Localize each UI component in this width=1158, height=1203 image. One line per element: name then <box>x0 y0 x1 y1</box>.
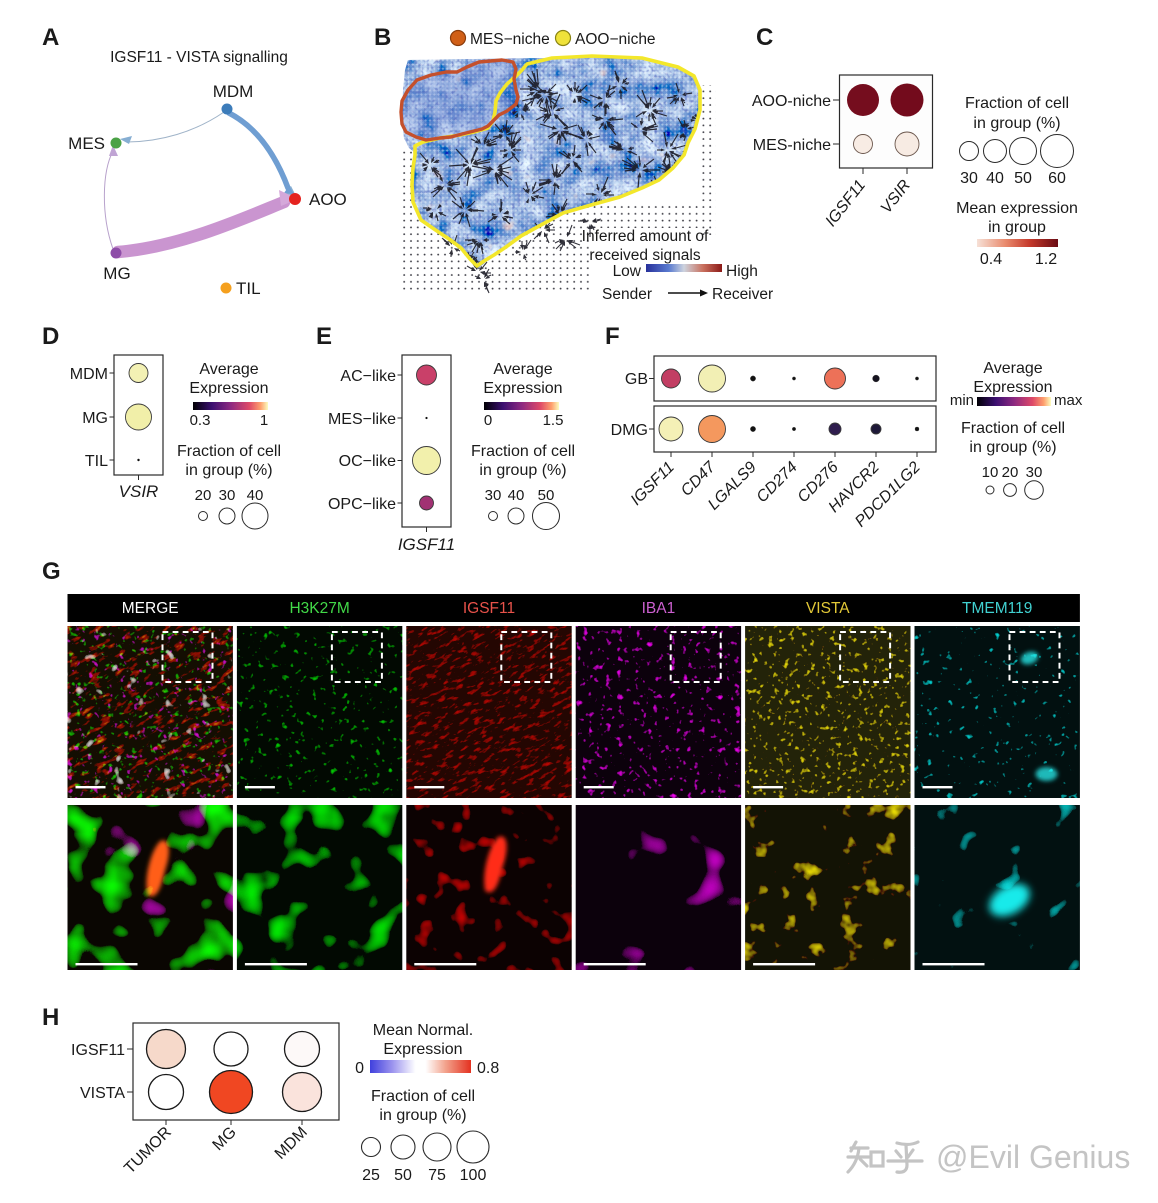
svg-text:MG: MG <box>82 410 108 427</box>
svg-text:G: G <box>42 558 61 585</box>
svg-text:Average: Average <box>493 361 552 378</box>
svg-text:0.3: 0.3 <box>190 412 211 429</box>
svg-text:25: 25 <box>362 1167 380 1184</box>
svg-text:GB: GB <box>625 371 648 388</box>
svg-text:DMG: DMG <box>611 422 648 439</box>
svg-text:AC−like: AC−like <box>340 368 396 385</box>
svg-text:H: H <box>42 1004 59 1031</box>
svg-text:20: 20 <box>195 487 212 504</box>
svg-text:MES−like: MES−like <box>328 411 396 428</box>
svg-text:Fraction of cell: Fraction of cell <box>961 420 1065 437</box>
svg-text:Expression: Expression <box>383 1041 462 1058</box>
svg-text:TIL: TIL <box>236 279 261 298</box>
svg-text:Inferred amount of: Inferred amount of <box>582 228 709 245</box>
svg-text:MDM: MDM <box>213 82 254 101</box>
svg-text:TMEM119: TMEM119 <box>962 600 1032 617</box>
svg-text:in group (%): in group (%) <box>969 439 1056 456</box>
svg-text:IGSF11 - VISTA signalling: IGSF11 - VISTA signalling <box>110 49 288 66</box>
svg-text:IGSF11: IGSF11 <box>463 600 515 617</box>
svg-text:1.5: 1.5 <box>543 412 564 429</box>
svg-text:0: 0 <box>484 412 492 429</box>
svg-text:Low: Low <box>613 263 642 280</box>
svg-text:0.4: 0.4 <box>980 251 1002 268</box>
svg-text:75: 75 <box>428 1167 446 1184</box>
svg-text:min: min <box>950 392 974 409</box>
svg-text:TIL: TIL <box>85 453 108 470</box>
svg-text:High: High <box>726 263 758 280</box>
svg-text:10: 10 <box>982 464 999 481</box>
svg-text:30: 30 <box>485 487 502 504</box>
svg-text:VSIR: VSIR <box>119 482 159 501</box>
svg-text:0.8: 0.8 <box>477 1060 499 1077</box>
svg-text:MERGE: MERGE <box>122 600 179 617</box>
svg-text:AOO-niche: AOO-niche <box>752 93 831 110</box>
svg-text:Sender: Sender <box>602 286 652 303</box>
svg-text:OC−like: OC−like <box>339 453 396 470</box>
svg-text:in group (%): in group (%) <box>973 115 1060 132</box>
svg-text:Average: Average <box>199 361 258 378</box>
svg-text:100: 100 <box>460 1167 487 1184</box>
svg-text:MES-niche: MES-niche <box>753 137 831 154</box>
svg-text:30: 30 <box>1026 464 1043 481</box>
svg-text:F: F <box>605 323 620 350</box>
svg-text:50: 50 <box>538 487 555 504</box>
svg-text:MES−niche: MES−niche <box>470 31 550 48</box>
svg-text:Fraction of cell: Fraction of cell <box>371 1088 475 1105</box>
svg-text:Fraction of cell: Fraction of cell <box>965 95 1069 112</box>
svg-text:1: 1 <box>260 412 268 429</box>
svg-text:50: 50 <box>1014 170 1032 187</box>
svg-text:D: D <box>42 323 59 350</box>
svg-text:40: 40 <box>508 487 525 504</box>
svg-text:H3K27M: H3K27M <box>289 600 349 617</box>
svg-text:in group: in group <box>988 219 1046 236</box>
svg-text:received signals: received signals <box>589 247 700 264</box>
svg-text:30: 30 <box>219 487 236 504</box>
svg-text:MES: MES <box>68 134 105 153</box>
svg-text:VISTA: VISTA <box>806 600 850 617</box>
svg-text:60: 60 <box>1048 170 1066 187</box>
svg-text:IBA1: IBA1 <box>642 600 676 617</box>
svg-text:Expression: Expression <box>189 380 268 397</box>
svg-text:in group (%): in group (%) <box>479 462 566 479</box>
svg-text:OPC−like: OPC−like <box>328 496 396 513</box>
svg-text:1.2: 1.2 <box>1035 251 1057 268</box>
svg-text:C: C <box>756 24 773 51</box>
svg-text:Expression: Expression <box>483 380 562 397</box>
svg-text:AOO−niche: AOO−niche <box>575 31 656 48</box>
svg-text:Fraction of cell: Fraction of cell <box>177 443 281 460</box>
svg-text:50: 50 <box>394 1167 412 1184</box>
svg-text:20: 20 <box>1002 464 1019 481</box>
svg-text:40: 40 <box>986 170 1004 187</box>
svg-text:Receiver: Receiver <box>712 286 773 303</box>
svg-text:Mean Normal.: Mean Normal. <box>373 1022 473 1039</box>
svg-text:MG: MG <box>103 264 130 283</box>
svg-text:in group (%): in group (%) <box>379 1107 466 1124</box>
svg-text:AOO: AOO <box>309 190 347 209</box>
svg-text:MDM: MDM <box>70 366 108 383</box>
svg-text:Mean expression: Mean expression <box>956 200 1078 217</box>
svg-text:Average: Average <box>983 360 1042 377</box>
svg-text:VISTA: VISTA <box>80 1085 125 1102</box>
svg-text:in group (%): in group (%) <box>185 462 272 479</box>
svg-text:40: 40 <box>247 487 264 504</box>
svg-text:B: B <box>374 24 391 51</box>
svg-text:Expression: Expression <box>973 379 1052 396</box>
svg-text:E: E <box>316 323 332 350</box>
svg-text:A: A <box>42 24 59 51</box>
svg-text:max: max <box>1054 392 1083 409</box>
svg-text:IGSF11: IGSF11 <box>71 1042 125 1059</box>
svg-text:0: 0 <box>355 1060 364 1077</box>
svg-text:IGSF11: IGSF11 <box>398 535 455 554</box>
svg-text:30: 30 <box>960 170 978 187</box>
svg-text:Fraction of cell: Fraction of cell <box>471 443 575 460</box>
svg-text:@Evil Genius: @Evil Genius <box>936 1139 1130 1175</box>
